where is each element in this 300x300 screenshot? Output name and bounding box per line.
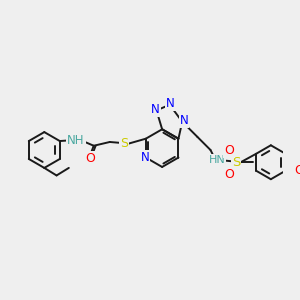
Text: O: O: [224, 143, 234, 157]
Text: N: N: [151, 103, 160, 116]
Text: O: O: [85, 152, 95, 166]
Text: NH: NH: [67, 134, 85, 147]
Text: O: O: [224, 168, 234, 181]
Text: N: N: [140, 151, 149, 164]
Text: S: S: [120, 137, 128, 150]
Text: S: S: [232, 156, 240, 169]
Text: N: N: [180, 114, 188, 127]
Text: HN: HN: [209, 155, 226, 165]
Text: O: O: [294, 164, 300, 177]
Text: N: N: [166, 97, 175, 110]
